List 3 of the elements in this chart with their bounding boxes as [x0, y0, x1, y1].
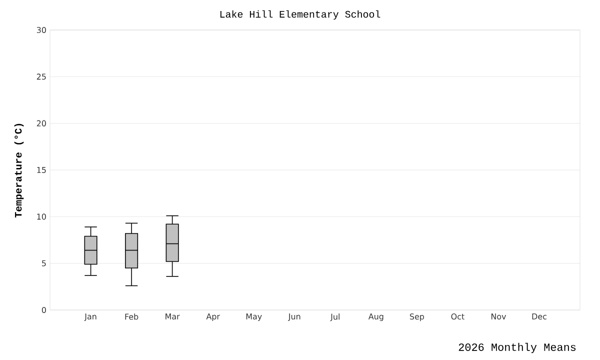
chart-title: Lake Hill Elementary School [220, 10, 380, 20]
x-axis-title: 2026 Monthly Means [458, 342, 576, 354]
y-axis-title: Temperature (°C) [14, 124, 24, 218]
